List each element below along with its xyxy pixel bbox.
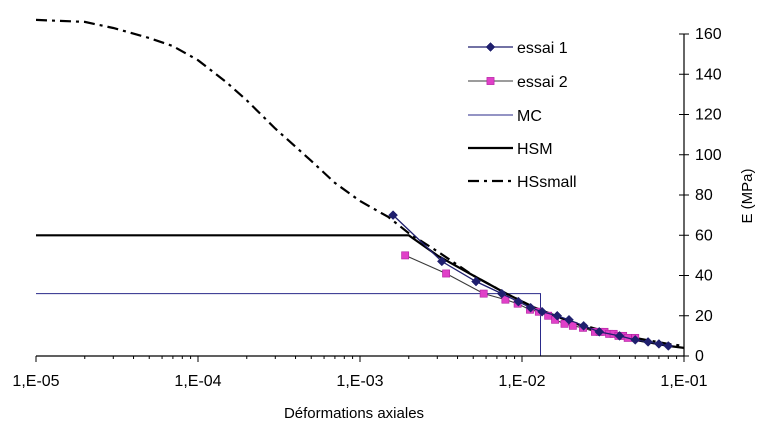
legend-label: HSM	[517, 141, 553, 158]
x-tick-label: 1,E-04	[174, 373, 221, 390]
data-point	[496, 288, 507, 299]
legend-item: essai 1	[468, 40, 568, 57]
legend-label: essai 2	[517, 74, 568, 91]
data-point	[578, 320, 589, 331]
legend-label: HSsmall	[517, 174, 577, 191]
legend-item: essai 2	[468, 74, 568, 91]
data-point	[401, 251, 410, 260]
y-tick-label: 40	[695, 268, 713, 285]
legend-item: HSsmall	[468, 174, 577, 191]
ticks-layer: 1,E-05 1,E-04 1,E-03 1,E-02 1,E-01 0 20 40 60 80 1…	[12, 26, 721, 390]
data-point	[525, 302, 536, 313]
data-point	[442, 269, 450, 278]
legend-marker	[485, 42, 496, 52]
data-point	[614, 331, 625, 341]
y-axis-title: E (MPa)	[739, 168, 756, 223]
series-essai-1	[388, 210, 674, 351]
x-tick-label: 1,E-01	[660, 373, 707, 390]
y-tick-label: 60	[695, 227, 713, 244]
series-layer	[36, 18, 684, 357]
y-tick-label: 20	[695, 308, 713, 325]
data-point	[513, 296, 524, 307]
data-point	[552, 310, 563, 321]
y-tick-label: 120	[695, 107, 722, 124]
legend-item: HSM	[468, 141, 553, 158]
series-hssmall	[36, 18, 684, 347]
data-point	[663, 341, 674, 351]
legend-label: MC	[517, 108, 542, 125]
legend-label: essai 1	[517, 40, 568, 57]
data-point	[643, 337, 653, 347]
y-tick-label: 160	[695, 26, 722, 43]
data-point	[560, 319, 569, 328]
data-point	[654, 339, 664, 349]
y-tick-label: 100	[695, 147, 722, 164]
data-point	[471, 276, 481, 287]
axes-layer	[36, 34, 685, 357]
y-tick-label: 80	[695, 187, 713, 204]
x-axis-title: Déformations axiales	[284, 405, 424, 422]
data-point	[630, 335, 641, 345]
series-line	[392, 214, 669, 347]
legend-marker	[486, 77, 495, 85]
x-tick-label: 1,E-02	[498, 373, 545, 390]
x-tick-label: 1,E-03	[336, 373, 383, 390]
data-point	[568, 321, 577, 330]
legend-item: MC	[468, 108, 542, 125]
data-point	[544, 311, 553, 320]
data-point	[436, 256, 447, 267]
x-tick-label: 1,E-05	[12, 373, 59, 390]
data-point	[537, 306, 547, 317]
data-point	[564, 314, 574, 325]
series-line	[404, 254, 636, 339]
y-tick-label: 0	[695, 348, 704, 365]
data-point	[388, 210, 398, 220]
series-line	[36, 18, 684, 347]
legend: essai 1 essai 2 MC HSM HSsmall	[468, 40, 577, 191]
y-tick-label: 140	[695, 66, 722, 83]
data-point	[479, 289, 488, 298]
series-essai-2	[401, 251, 640, 342]
data-point	[594, 326, 605, 337]
